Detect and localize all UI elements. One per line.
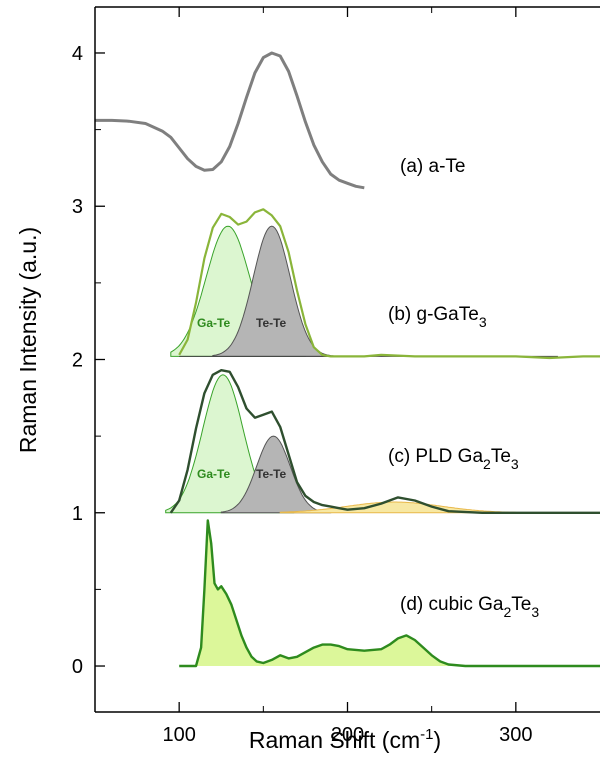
label-pld-ga2te3: (c) PLD Ga2Te3	[388, 446, 519, 472]
series-PLD	[169, 369, 600, 514]
series-a_Te	[95, 51, 365, 190]
fit-peak-PLD_TeTe	[220, 435, 332, 514]
peak-label-tete-b: Te-Te	[256, 316, 287, 330]
y-tick-label: 4	[72, 43, 83, 65]
y-tick-label: 1	[72, 503, 83, 525]
series-g_GaTe3	[178, 208, 600, 360]
label-cubic-ga2te3: (d) cubic Ga2Te3	[400, 594, 539, 620]
label-a-te: (a) a-Te	[400, 156, 465, 177]
y-axis-title: Raman Intensity (a.u.)	[15, 227, 41, 453]
cubic-fill	[179, 520, 600, 666]
label-g-gate3: (b) g-GaTe3	[388, 304, 487, 330]
y-tick-label: 3	[72, 196, 83, 218]
peak-label-gate-c: Ga-Te	[197, 467, 230, 481]
peak-fills	[165, 225, 600, 666]
x-axis-title: Raman Shift (cm-1)	[249, 726, 441, 753]
axes: 0 1 2 3 4 100 200 300	[72, 6, 600, 746]
x-tick-label: 100	[162, 724, 195, 746]
y-tick-label: 2	[72, 350, 83, 372]
peak-label-tete-c: Te-Te	[256, 467, 287, 481]
peak-label-gate-b: Ga-Te	[197, 316, 230, 330]
y-tick-label: 0	[72, 656, 83, 678]
spectra-lines	[95, 51, 600, 668]
x-tick-label: 200	[331, 724, 364, 746]
series-cubic	[179, 519, 600, 668]
fit-peak-PLD_broad	[279, 501, 517, 514]
x-tick-label: 300	[499, 724, 532, 746]
